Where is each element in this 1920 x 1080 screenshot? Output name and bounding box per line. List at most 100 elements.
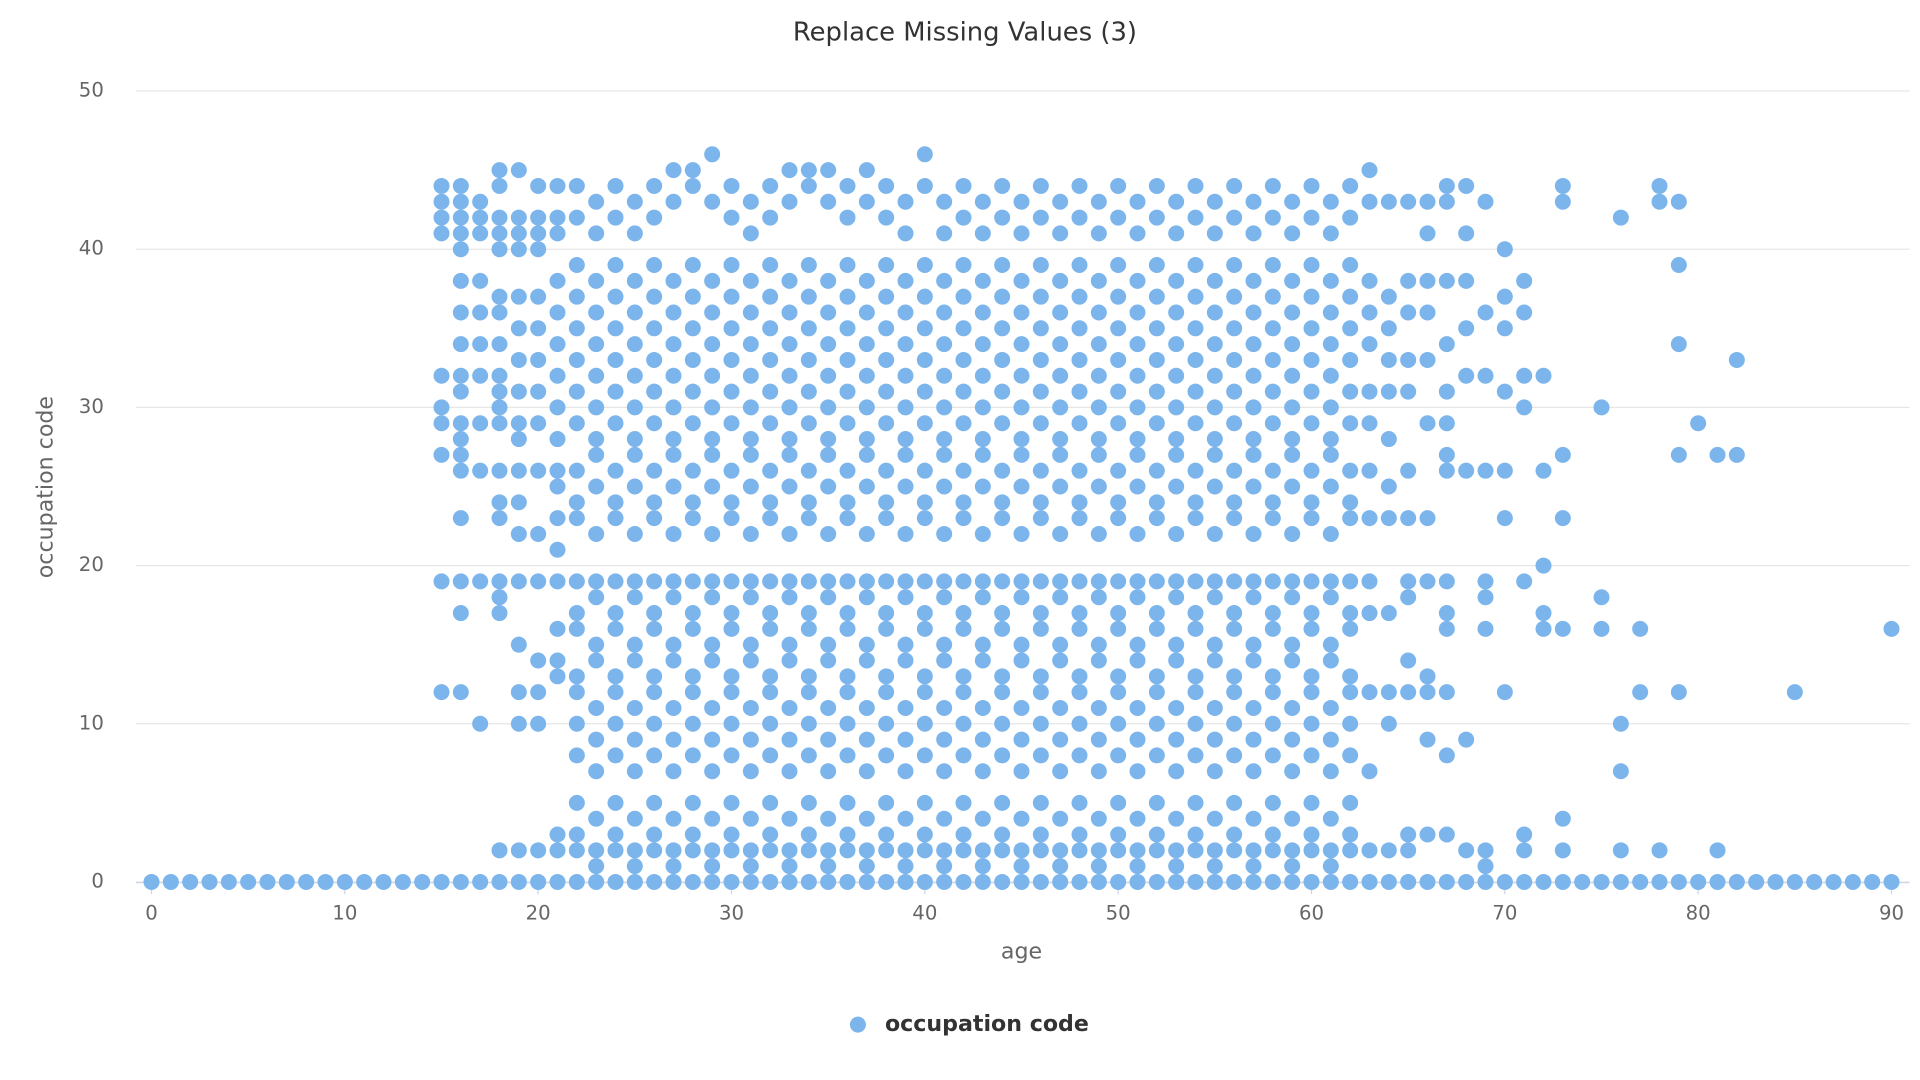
point	[1670, 684, 1687, 701]
point	[1206, 842, 1223, 859]
point	[568, 288, 585, 305]
point	[974, 842, 991, 859]
point	[491, 383, 508, 400]
point	[781, 272, 798, 289]
point	[1090, 431, 1107, 448]
point	[936, 367, 953, 384]
point	[1400, 304, 1417, 321]
legend-item[interactable]: occupation code	[849, 1011, 1089, 1037]
point	[1516, 304, 1533, 321]
point	[858, 636, 875, 653]
point	[1284, 636, 1301, 653]
point	[1477, 589, 1494, 606]
point	[568, 383, 585, 400]
point	[820, 636, 837, 653]
point	[665, 652, 682, 669]
point	[1168, 573, 1185, 590]
legend[interactable]: occupation code	[849, 1011, 1089, 1037]
point	[878, 510, 895, 527]
point	[472, 304, 489, 321]
point	[510, 636, 527, 653]
point	[723, 510, 740, 527]
point	[1264, 842, 1281, 859]
point	[491, 304, 508, 321]
point	[897, 652, 914, 669]
point	[820, 810, 837, 827]
point	[433, 684, 450, 701]
point	[1728, 446, 1745, 463]
point	[607, 351, 624, 368]
point	[1032, 320, 1049, 337]
point	[742, 699, 759, 716]
point	[820, 573, 837, 590]
point	[1013, 225, 1030, 242]
point	[1032, 794, 1049, 811]
point	[1013, 446, 1030, 463]
point	[858, 272, 875, 289]
point	[1438, 415, 1455, 432]
point	[684, 794, 701, 811]
point	[1748, 873, 1765, 890]
point	[742, 810, 759, 827]
point	[684, 320, 701, 337]
point	[936, 858, 953, 875]
point	[1535, 367, 1552, 384]
point	[1361, 842, 1378, 859]
point	[1129, 336, 1146, 353]
point	[1032, 415, 1049, 432]
point	[568, 668, 585, 685]
point	[1496, 510, 1513, 527]
point	[897, 399, 914, 416]
point	[897, 858, 914, 875]
point	[1361, 605, 1378, 622]
point	[1400, 652, 1417, 669]
point	[1071, 177, 1088, 194]
point	[1322, 810, 1339, 827]
point	[1013, 431, 1030, 448]
point	[1574, 873, 1591, 890]
point	[1071, 573, 1088, 590]
point	[936, 336, 953, 353]
point	[1245, 810, 1262, 827]
point	[1226, 873, 1243, 890]
point	[1148, 747, 1165, 764]
point	[1400, 842, 1417, 859]
point	[955, 288, 972, 305]
point	[1477, 842, 1494, 859]
point	[704, 272, 721, 289]
point	[1206, 225, 1223, 242]
point	[1013, 810, 1030, 827]
point	[1322, 367, 1339, 384]
point	[839, 842, 856, 859]
point	[684, 668, 701, 685]
point	[1129, 367, 1146, 384]
point	[1380, 684, 1397, 701]
point	[1148, 288, 1165, 305]
point	[800, 510, 817, 527]
point	[472, 336, 489, 353]
point	[1303, 668, 1320, 685]
point	[800, 826, 817, 843]
point	[1264, 494, 1281, 511]
point	[1013, 858, 1030, 875]
point	[1032, 873, 1049, 890]
point	[530, 652, 547, 669]
point	[1612, 842, 1629, 859]
point	[684, 620, 701, 637]
point	[375, 873, 392, 890]
point	[1226, 684, 1243, 701]
point	[1458, 320, 1475, 337]
point	[1168, 589, 1185, 606]
point	[530, 351, 547, 368]
point	[1458, 225, 1475, 242]
point	[1438, 747, 1455, 764]
point	[1052, 193, 1069, 210]
point	[1148, 794, 1165, 811]
point	[1380, 715, 1397, 732]
point	[1264, 415, 1281, 432]
point	[491, 162, 508, 179]
point	[994, 620, 1011, 637]
point	[916, 620, 933, 637]
point	[1110, 177, 1127, 194]
point	[742, 873, 759, 890]
